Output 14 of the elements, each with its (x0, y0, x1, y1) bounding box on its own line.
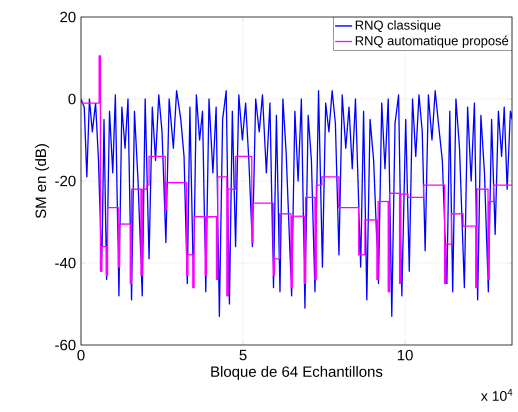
x-axis-title: Bloque de 64 Echantillons (211, 366, 382, 380)
y-tick-label: 0 (68, 94, 76, 104)
y-tick-label: -20 (55, 176, 76, 186)
y-tick-label: -40 (55, 258, 76, 268)
x-tick-label: 10 (398, 350, 413, 360)
legend-label: RNQ automatique proposé (356, 36, 508, 48)
text: x 10$^{4}$ (481, 388, 512, 401)
y-axis-title: SM en (dB) (35, 144, 50, 218)
y-tick-label: 20 (60, 12, 76, 22)
x-tick-label: 5 (239, 350, 247, 360)
x-tick-label: 0 (77, 350, 85, 360)
line-series (81, 90, 512, 317)
y-tick-label: -60 (55, 340, 76, 350)
legend-label: RNQ classique (356, 20, 441, 32)
